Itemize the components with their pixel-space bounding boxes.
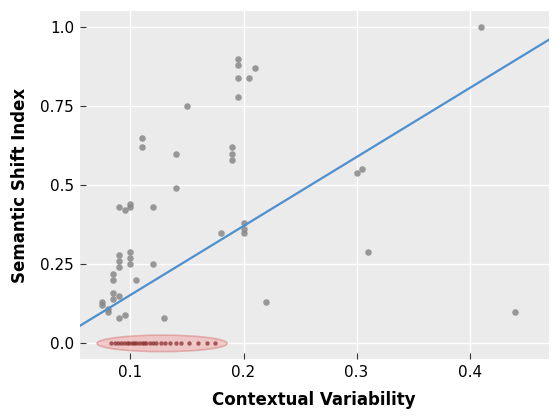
Point [109, 270, 118, 277]
Point [262, 299, 270, 306]
Point [115, 204, 124, 211]
Point [363, 248, 372, 255]
Point [239, 220, 248, 226]
Point [234, 93, 242, 100]
Point [194, 340, 203, 347]
Point [171, 150, 180, 157]
Point [135, 340, 144, 347]
Point [171, 340, 180, 347]
Point [185, 340, 194, 347]
Point [183, 103, 192, 110]
Point [234, 74, 242, 81]
Point [228, 157, 237, 163]
Point [161, 340, 170, 347]
Point [119, 340, 128, 347]
Point [109, 277, 118, 284]
Point [126, 204, 135, 211]
Point [171, 185, 180, 192]
Point [120, 312, 129, 318]
Point [160, 315, 169, 321]
Point [126, 201, 135, 207]
Point [132, 340, 141, 347]
Point [352, 169, 361, 176]
Point [250, 65, 259, 71]
Point [148, 261, 157, 268]
Point [211, 340, 220, 347]
X-axis label: Contextual Variability: Contextual Variability [212, 391, 416, 409]
Point [228, 150, 237, 157]
Point [126, 248, 135, 255]
Point [239, 226, 248, 233]
Point [477, 24, 486, 30]
Point [145, 340, 154, 347]
Point [203, 340, 212, 347]
Point [97, 302, 106, 309]
Point [117, 340, 126, 347]
Point [216, 229, 225, 236]
Point [177, 340, 186, 347]
Point [142, 340, 151, 347]
Point [115, 258, 124, 265]
Point [129, 340, 138, 347]
Point [107, 340, 116, 347]
Point [152, 340, 161, 347]
Point [115, 252, 124, 258]
Point [234, 62, 242, 68]
Point [139, 340, 148, 347]
Point [123, 340, 132, 347]
Point [234, 55, 242, 62]
Point [109, 289, 118, 296]
Point [109, 296, 118, 302]
Point [511, 308, 520, 315]
Y-axis label: Semantic Shift Index: Semantic Shift Index [11, 88, 29, 283]
Point [156, 340, 165, 347]
Point [148, 340, 157, 347]
Point [125, 340, 134, 347]
Point [166, 340, 175, 347]
Point [127, 340, 136, 347]
Point [148, 204, 157, 211]
Point [97, 299, 106, 306]
Point [115, 315, 124, 321]
Point [239, 229, 248, 236]
Point [114, 340, 123, 347]
Point [358, 166, 367, 173]
Point [104, 305, 113, 312]
Point [137, 144, 146, 150]
Ellipse shape [97, 335, 227, 352]
Point [126, 261, 135, 268]
Point [115, 264, 124, 271]
Point [120, 207, 129, 214]
Point [245, 74, 254, 81]
Point [228, 144, 237, 150]
Point [104, 308, 113, 315]
Point [115, 293, 124, 299]
Point [132, 277, 141, 284]
Point [137, 134, 146, 141]
Point [110, 340, 119, 347]
Point [126, 255, 135, 261]
Point [137, 340, 146, 347]
